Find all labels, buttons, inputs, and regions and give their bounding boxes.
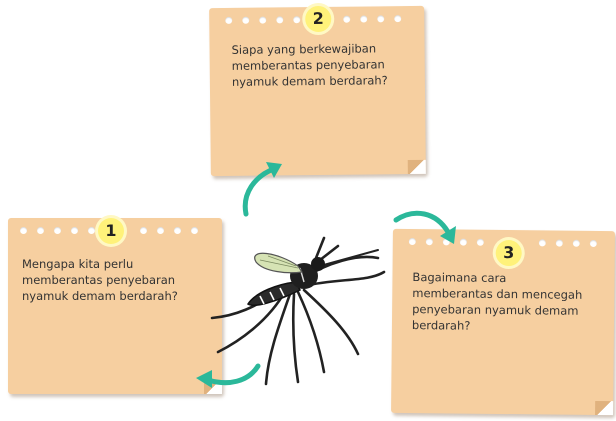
question-note-2: 2 Siapa yang berkewajiban memberantas pe… — [209, 5, 426, 177]
note-number-badge: 2 — [305, 5, 332, 33]
hole — [71, 227, 78, 234]
hole — [242, 16, 250, 24]
hole — [20, 227, 27, 234]
hole — [377, 15, 385, 23]
hole — [394, 15, 402, 23]
question-line: nyamuk demam berdarah? — [231, 73, 388, 89]
hole — [555, 239, 563, 247]
hole — [293, 16, 301, 24]
note-question-text: Siapa yang berkewajiban memberantas peny… — [231, 40, 387, 90]
hole — [140, 227, 147, 234]
mosquito-icon — [210, 236, 386, 386]
hole — [174, 227, 181, 234]
question-line: memberantas penyebaran — [22, 273, 176, 287]
hole — [572, 239, 580, 247]
question-line: penyebaran nyamuk demam — [412, 302, 579, 318]
hole — [259, 16, 267, 24]
hole — [88, 227, 95, 234]
hole — [538, 239, 546, 247]
question-note-3: 3 Bagaimana cara memberantas dan mencega… — [391, 228, 615, 416]
hole — [157, 227, 164, 234]
question-note-1: 1 Mengapa kita perlu memberantas penyeba… — [8, 218, 222, 394]
curved-arrow-icon — [242, 162, 282, 217]
hole — [225, 16, 233, 24]
hole — [191, 227, 198, 234]
question-line: memberantas dan mencegah — [412, 286, 583, 302]
question-line: Siapa yang berkewajiban — [231, 41, 377, 57]
question-line: memberantas penyebaran — [231, 57, 385, 73]
curved-arrow-icon — [393, 210, 456, 244]
note-number-badge: 1 — [98, 218, 124, 244]
question-line: nyamuk demam berdarah? — [22, 289, 178, 303]
hole — [360, 15, 368, 23]
note-question-text: Bagaimana cara memberantas dan mencegah … — [412, 269, 583, 335]
note-holes — [8, 224, 222, 236]
hole — [54, 227, 61, 234]
note-number-badge: 3 — [495, 239, 522, 267]
question-line: Mengapa kita perlu — [22, 257, 134, 271]
hole — [476, 238, 484, 246]
note-question-text: Mengapa kita perlu memberantas penyebara… — [22, 256, 178, 304]
curved-arrow-icon — [196, 363, 261, 388]
hole — [589, 239, 597, 247]
question-line: Bagaimana cara — [412, 270, 507, 286]
hole — [37, 227, 44, 234]
hole — [276, 16, 284, 24]
question-line: berdarah? — [411, 318, 471, 333]
hole — [343, 15, 351, 23]
